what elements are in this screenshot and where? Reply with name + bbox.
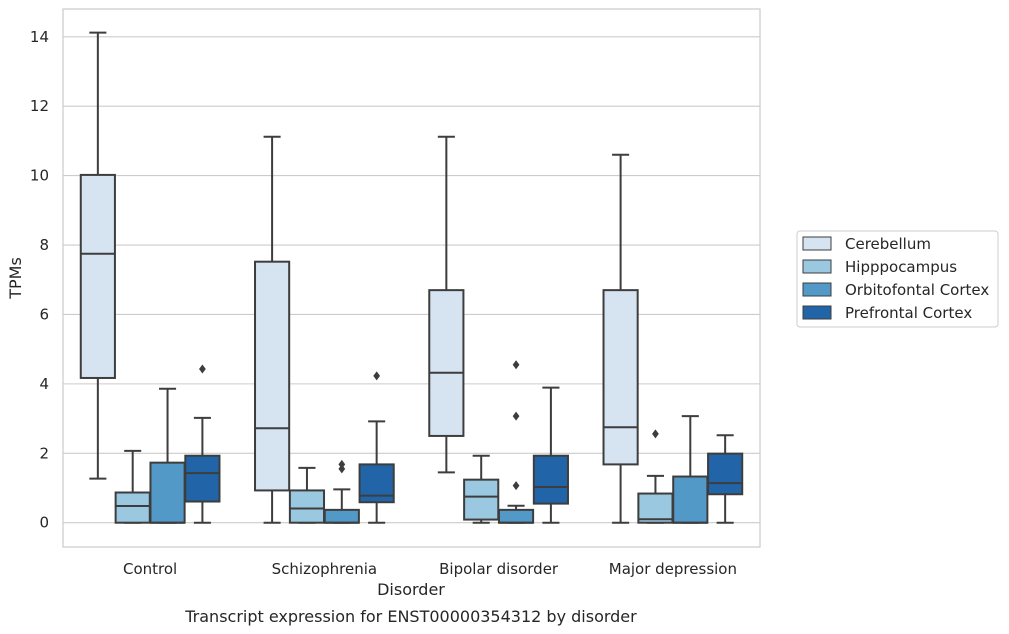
- gridlines: [63, 36, 760, 524]
- outlier-point: [512, 481, 520, 491]
- outlier-point: [652, 429, 659, 439]
- y-tick-label: 10: [30, 167, 49, 185]
- box: [323, 459, 360, 524]
- x-tick-label: Major depression: [609, 560, 737, 578]
- box-body: [254, 260, 291, 492]
- box: [254, 135, 291, 524]
- outlier-point: [512, 360, 520, 370]
- box: [358, 371, 395, 524]
- legend-label: Prefrontal Cortex: [845, 304, 972, 322]
- legend-swatch: [802, 305, 832, 320]
- box-body: [149, 461, 186, 524]
- box-body: [184, 454, 221, 503]
- box: [463, 454, 500, 524]
- y-tick-label: 12: [30, 97, 49, 115]
- x-tick-label: Schizophrenia: [272, 560, 377, 578]
- legend-swatch: [802, 236, 832, 251]
- box-body: [114, 491, 151, 524]
- x-axis-title: Disorder: [377, 580, 445, 599]
- legend-swatch: [802, 282, 832, 297]
- x-tick-label: Control: [123, 560, 177, 578]
- legend-label: Hipppocampus: [845, 258, 957, 276]
- box: [114, 449, 151, 524]
- box-body: [602, 289, 639, 466]
- y-axis-title: TPMs: [6, 257, 25, 300]
- box: [602, 153, 639, 524]
- legend-swatch: [802, 259, 832, 274]
- legend-frame: [796, 230, 999, 328]
- plot-area: [62, 8, 761, 548]
- box-body: [463, 478, 500, 521]
- y-tick-label: 4: [39, 375, 49, 393]
- legend-items: Cerebellum Hipppocampus Orbitofontal Corte…: [802, 235, 989, 322]
- outlier-point: [338, 459, 346, 469]
- y-axis-ticks: 0 2 4 6 8 10 12 14: [30, 28, 49, 532]
- outlier-point: [512, 411, 520, 421]
- y-tick-label: 6: [39, 305, 49, 323]
- box: [532, 386, 569, 524]
- x-axis-ticks: Control Schizophrenia Bipolar disorder Majo…: [123, 560, 737, 578]
- box: [707, 434, 744, 524]
- y-tick-label: 8: [39, 236, 49, 254]
- box-body: [672, 475, 709, 524]
- outlier-point: [338, 464, 346, 474]
- box-body: [497, 508, 535, 524]
- x-tick-label: Bipolar disorder: [439, 560, 559, 578]
- box-body: [707, 452, 744, 496]
- box: [79, 31, 116, 480]
- box: [428, 135, 465, 474]
- legend-label: Cerebellum: [845, 235, 931, 253]
- box: [288, 466, 326, 524]
- legend-label: Orbitofontal Cortex: [845, 281, 989, 299]
- outlier-point: [373, 371, 381, 381]
- box-series: [79, 31, 744, 524]
- box: [184, 364, 221, 524]
- box-body: [428, 289, 465, 437]
- y-tick-label: 0: [39, 514, 49, 532]
- box: [637, 429, 674, 524]
- box-body: [323, 508, 360, 524]
- box-body: [532, 454, 569, 505]
- legend: Cerebellum Hipppocampus Orbitofontal Corte…: [796, 230, 999, 328]
- box-body: [288, 489, 326, 524]
- box: [497, 360, 535, 524]
- box: [672, 415, 709, 524]
- y-tick-label: 2: [39, 444, 49, 462]
- box-body: [79, 173, 116, 379]
- box: [149, 387, 186, 524]
- figure-caption: Transcript expression for ENST0000035431…: [184, 607, 637, 626]
- outlier-point: [199, 364, 206, 374]
- y-tick-label: 14: [30, 28, 49, 46]
